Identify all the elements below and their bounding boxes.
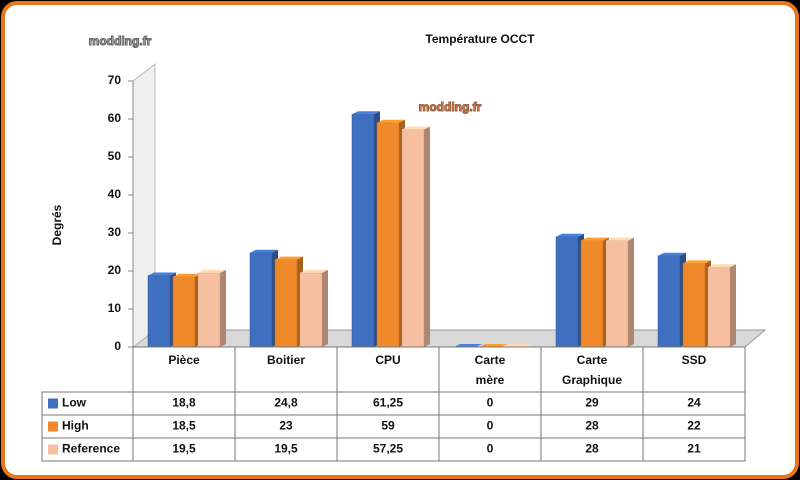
bar-top	[352, 111, 380, 115]
bar-top	[581, 237, 609, 241]
legend-label: High	[62, 419, 89, 433]
bar	[299, 272, 323, 348]
bar-top	[658, 252, 686, 256]
table-cell: 18,8	[172, 396, 196, 410]
bar	[376, 122, 400, 348]
x-tick-label: SSD	[682, 353, 707, 367]
bar-top	[377, 119, 405, 123]
bar-side	[730, 264, 736, 347]
y-axis-label: Degrés	[50, 204, 64, 245]
bar	[682, 263, 706, 348]
bar	[172, 276, 196, 348]
bar-top	[300, 269, 328, 273]
bar	[197, 272, 221, 348]
bar	[147, 275, 171, 348]
bar	[605, 240, 629, 348]
bar-side	[220, 269, 226, 347]
watermark: modding.fr	[419, 100, 482, 114]
bar-top	[148, 272, 176, 276]
y-tick-label: 60	[108, 111, 122, 125]
table-cell: 19,5	[274, 442, 298, 456]
bar	[707, 266, 731, 348]
bar-top	[683, 260, 711, 264]
bar-top	[198, 269, 226, 273]
table-cell: 23	[279, 419, 293, 433]
table-cell: 0	[487, 396, 494, 410]
table-cell: 19,5	[172, 442, 196, 456]
y-tick-label: 70	[108, 73, 122, 87]
bar	[401, 129, 425, 348]
bar-top	[504, 344, 532, 347]
bar-top	[708, 264, 736, 268]
legend-swatch	[48, 398, 58, 409]
bar	[351, 114, 375, 348]
bar-side	[424, 126, 430, 347]
y-tick-label: 50	[108, 149, 122, 163]
table-cell: 29	[585, 396, 599, 410]
table-cell: 0	[487, 419, 494, 433]
bar-top	[556, 233, 584, 237]
bar-top	[402, 126, 430, 130]
table-cell: 24	[687, 396, 701, 410]
bar-top	[173, 273, 201, 277]
x-tick-label: Boitier	[267, 353, 305, 367]
table-cell: 0	[487, 442, 494, 456]
table-cell: 59	[381, 419, 395, 433]
legend-label: Low	[62, 396, 87, 410]
table-cell: 22	[687, 419, 701, 433]
bar	[249, 252, 273, 348]
table-cell: 28	[585, 442, 599, 456]
bar-top	[606, 237, 634, 241]
bar-top	[479, 344, 507, 347]
y-tick-label: 10	[108, 301, 122, 315]
bar-top	[454, 344, 482, 347]
bar	[580, 240, 604, 348]
bar	[657, 255, 681, 348]
table-cell: 28	[585, 419, 599, 433]
x-tick-label: Carte Graphique	[562, 353, 622, 387]
bar-top	[250, 249, 278, 253]
chart-title: Température OCCT	[425, 32, 535, 46]
table-cell: 61,25	[373, 396, 403, 410]
watermark: modding.fr	[89, 34, 152, 48]
bar	[555, 236, 579, 348]
bar-side	[322, 269, 328, 347]
y-tick-label: 0	[114, 339, 121, 353]
y-tick-label: 40	[108, 187, 122, 201]
bar-top	[275, 256, 303, 260]
legend-swatch	[48, 421, 58, 432]
legend-swatch	[48, 444, 58, 455]
y-tick-label: 30	[108, 225, 122, 239]
legend-label: Reference	[62, 442, 120, 456]
x-tick-label: CPU	[375, 353, 400, 367]
y-tick-label: 20	[108, 263, 122, 277]
bar-side	[628, 237, 634, 347]
x-tick-label: Carte mère	[475, 353, 506, 387]
table-cell: 57,25	[373, 442, 403, 456]
x-tick-label: Pièce	[168, 353, 200, 367]
table-cell: 18,5	[172, 419, 196, 433]
bar	[274, 259, 298, 348]
table-cell: 21	[687, 442, 701, 456]
table-cell: 24,8	[274, 396, 298, 410]
